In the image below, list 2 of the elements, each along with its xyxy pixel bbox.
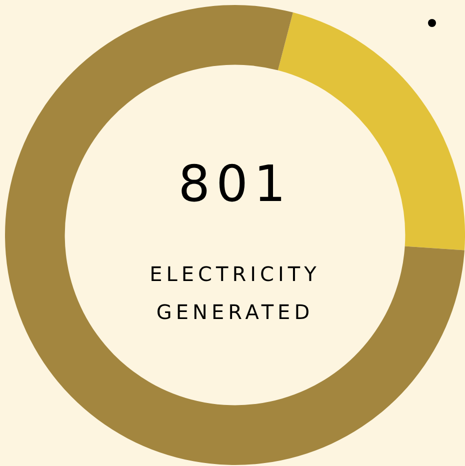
text: 801 <box>177 155 293 213</box>
text: ELECTRICITY GENERATED <box>148 261 322 326</box>
